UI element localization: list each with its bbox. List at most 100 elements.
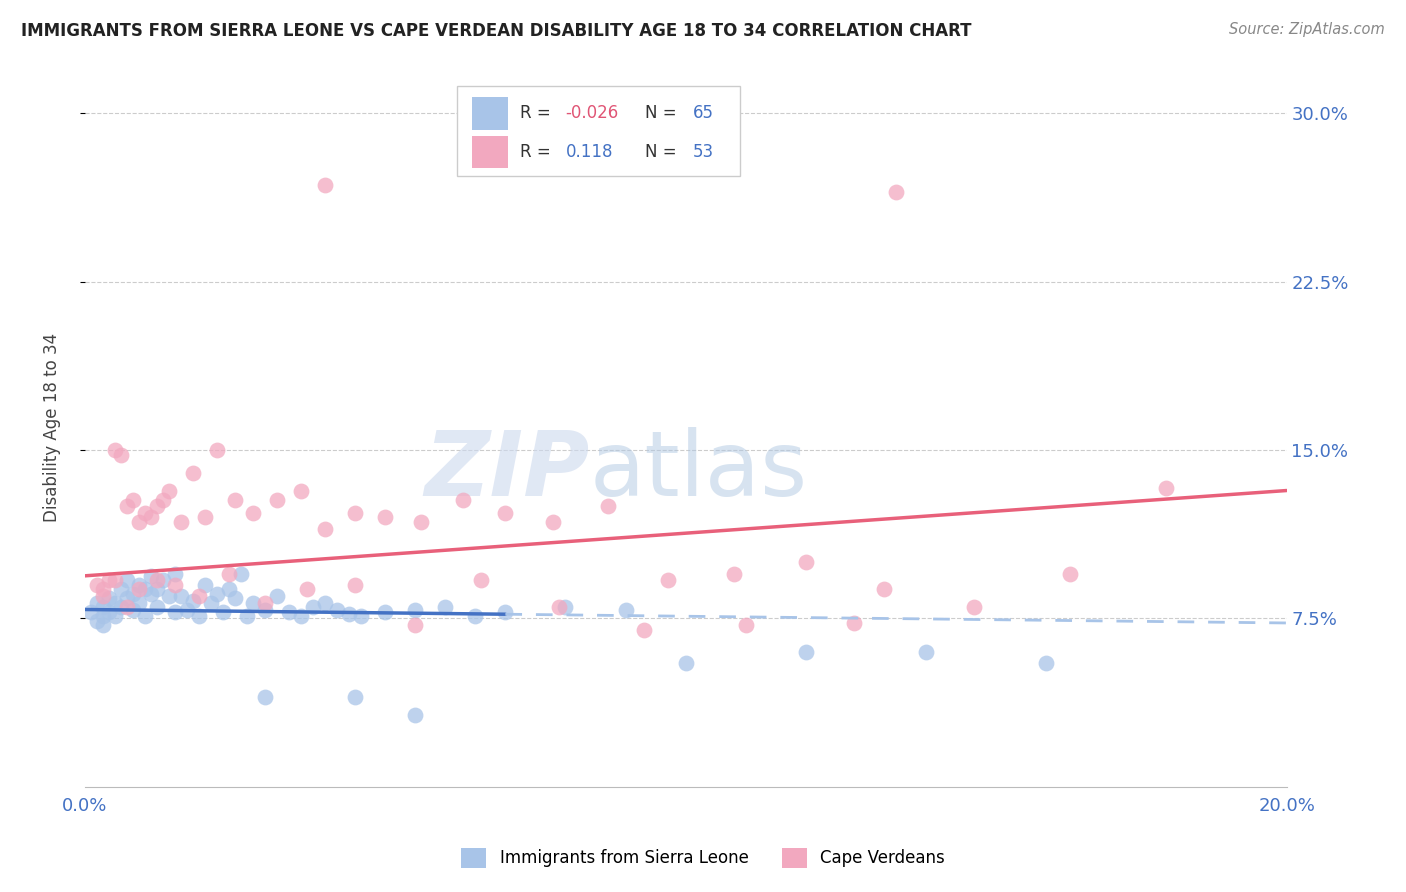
Point	[146, 574, 169, 588]
Point	[110, 448, 132, 462]
Point	[374, 605, 396, 619]
Point	[128, 578, 150, 592]
Legend: Immigrants from Sierra Leone, Cape Verdeans: Immigrants from Sierra Leone, Cape Verde…	[454, 841, 952, 875]
Point	[963, 600, 986, 615]
Point	[344, 506, 367, 520]
Point	[873, 582, 896, 597]
Point	[633, 623, 655, 637]
Point	[290, 483, 312, 498]
Point	[115, 574, 138, 588]
Point	[86, 596, 108, 610]
Point	[543, 515, 565, 529]
Point	[163, 605, 186, 619]
Point	[134, 582, 156, 597]
Text: 0.118: 0.118	[565, 143, 613, 161]
Point	[314, 178, 336, 193]
Point	[97, 574, 120, 588]
Text: N =: N =	[645, 143, 682, 161]
Point	[157, 589, 180, 603]
Point	[104, 596, 127, 610]
Point	[86, 578, 108, 592]
Point	[97, 591, 120, 606]
Point	[554, 600, 576, 615]
Point	[104, 443, 127, 458]
Point	[734, 618, 756, 632]
Point	[115, 600, 138, 615]
Point	[115, 591, 138, 606]
Point	[278, 605, 301, 619]
Point	[194, 578, 217, 592]
Point	[170, 589, 193, 603]
Point	[1035, 657, 1057, 671]
Point	[121, 602, 143, 616]
Point	[404, 618, 426, 632]
Point	[314, 522, 336, 536]
Text: -0.026: -0.026	[565, 104, 619, 122]
Point	[266, 492, 288, 507]
Point	[253, 596, 276, 610]
Point	[91, 618, 114, 632]
Point	[675, 657, 697, 671]
Text: R =: R =	[520, 143, 555, 161]
Point	[242, 596, 264, 610]
Point	[146, 600, 169, 615]
Point	[200, 596, 222, 610]
Point	[152, 492, 174, 507]
Point	[295, 582, 318, 597]
Text: N =: N =	[645, 104, 682, 122]
Point	[139, 587, 162, 601]
Point	[152, 574, 174, 588]
Point	[91, 589, 114, 603]
Point	[404, 708, 426, 723]
Point	[80, 605, 103, 619]
Text: 53: 53	[693, 143, 714, 161]
Point	[218, 582, 240, 597]
Point	[181, 593, 204, 607]
Point	[176, 602, 198, 616]
Point	[1059, 566, 1081, 581]
Point	[146, 582, 169, 597]
Point	[97, 605, 120, 619]
Point	[657, 574, 679, 588]
Point	[91, 582, 114, 597]
FancyBboxPatch shape	[472, 97, 508, 129]
Point	[723, 566, 745, 581]
Point	[139, 569, 162, 583]
Point	[181, 466, 204, 480]
Point	[494, 506, 516, 520]
Point	[128, 596, 150, 610]
Y-axis label: Disability Age 18 to 34: Disability Age 18 to 34	[44, 333, 60, 522]
Point	[1156, 481, 1178, 495]
Point	[205, 443, 228, 458]
Point	[86, 614, 108, 628]
Point	[453, 492, 475, 507]
Point	[236, 609, 259, 624]
Point	[194, 510, 217, 524]
Point	[915, 645, 938, 659]
Text: atlas: atlas	[589, 426, 807, 515]
Point	[344, 690, 367, 704]
Point	[242, 506, 264, 520]
Point	[374, 510, 396, 524]
Point	[337, 607, 360, 621]
Point	[266, 589, 288, 603]
Text: 65: 65	[693, 104, 714, 122]
Point	[187, 609, 209, 624]
Point	[139, 510, 162, 524]
Point	[224, 492, 246, 507]
Point	[91, 600, 114, 615]
Point	[157, 483, 180, 498]
Text: ZIP: ZIP	[425, 426, 589, 515]
Point	[115, 500, 138, 514]
Point	[314, 596, 336, 610]
Text: IMMIGRANTS FROM SIERRA LEONE VS CAPE VERDEAN DISABILITY AGE 18 TO 34 CORRELATION: IMMIGRANTS FROM SIERRA LEONE VS CAPE VER…	[21, 22, 972, 40]
Point	[170, 515, 193, 529]
Point	[411, 515, 433, 529]
Point	[794, 645, 817, 659]
Point	[404, 602, 426, 616]
Point	[494, 605, 516, 619]
Point	[344, 578, 367, 592]
Point	[253, 602, 276, 616]
Point	[163, 578, 186, 592]
Text: R =: R =	[520, 104, 555, 122]
